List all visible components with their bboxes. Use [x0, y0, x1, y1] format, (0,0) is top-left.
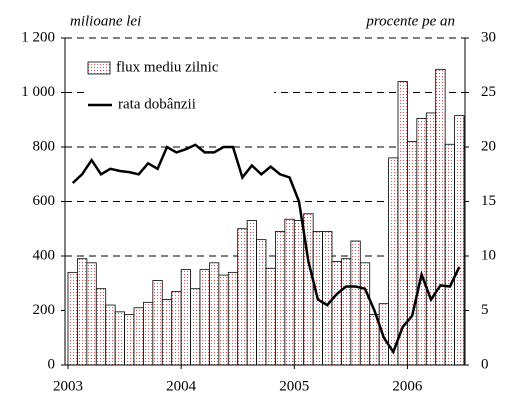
bar [435, 68, 446, 366]
bar [322, 231, 333, 366]
bar [124, 314, 135, 366]
legend-label: flux mediu zilnic [116, 59, 219, 75]
bar [227, 271, 239, 366]
x-tick-label: 2003 [53, 378, 83, 394]
bar [350, 240, 361, 366]
bar [416, 117, 427, 366]
bar [114, 311, 125, 366]
bar [359, 262, 371, 366]
bar [388, 157, 399, 366]
bar [67, 271, 78, 366]
bar [265, 267, 276, 366]
x-tick-label: 2005 [279, 378, 309, 394]
y2-tick-label: 10 [481, 247, 496, 263]
bar [246, 220, 257, 366]
y-axis-title: milioane lei [70, 13, 141, 29]
x-tick-label: 2004 [166, 378, 197, 394]
bar [341, 258, 352, 366]
bar [237, 228, 248, 366]
bar [86, 262, 97, 366]
y-tick-label: 200 [33, 302, 56, 318]
y2-tick-label: 25 [481, 84, 496, 100]
bar [209, 262, 220, 366]
bar [95, 288, 107, 366]
bar [190, 288, 201, 366]
bar [293, 220, 305, 366]
bar [331, 261, 342, 366]
bar [454, 115, 465, 366]
y2-tick-label: 5 [481, 302, 489, 318]
y-tick-label: 800 [33, 138, 56, 154]
bar [444, 143, 455, 366]
y-tick-label: 600 [33, 193, 56, 209]
y2-tick-label: 15 [481, 193, 496, 209]
y2-tick-label: 20 [481, 138, 496, 154]
y2-tick-label: 30 [481, 29, 496, 45]
y-tick-label: 400 [33, 247, 56, 263]
bar [133, 307, 144, 366]
bar [256, 239, 267, 366]
bar [171, 291, 182, 366]
bar [143, 301, 154, 366]
legend-label: rata dobânzii [118, 96, 196, 112]
bar [407, 141, 418, 366]
bar [284, 218, 295, 366]
bar [275, 231, 286, 366]
y-tick-label: 0 [48, 356, 56, 372]
bar [161, 299, 173, 366]
bar [77, 258, 88, 366]
line [71, 143, 461, 355]
bar [199, 269, 210, 366]
bar [152, 280, 163, 366]
legend-swatch [87, 61, 111, 75]
y2-tick-label: 0 [481, 356, 489, 372]
legend-bg [84, 52, 274, 118]
bar [218, 274, 229, 366]
y-tick-label: 1 200 [21, 29, 55, 45]
bar [425, 112, 437, 366]
bar [105, 304, 116, 366]
x-tick-label: 2006 [392, 378, 423, 394]
y2-axis-title: procente pe an [365, 13, 455, 29]
y-tick-label: 1 000 [21, 84, 55, 100]
bar [180, 269, 191, 366]
